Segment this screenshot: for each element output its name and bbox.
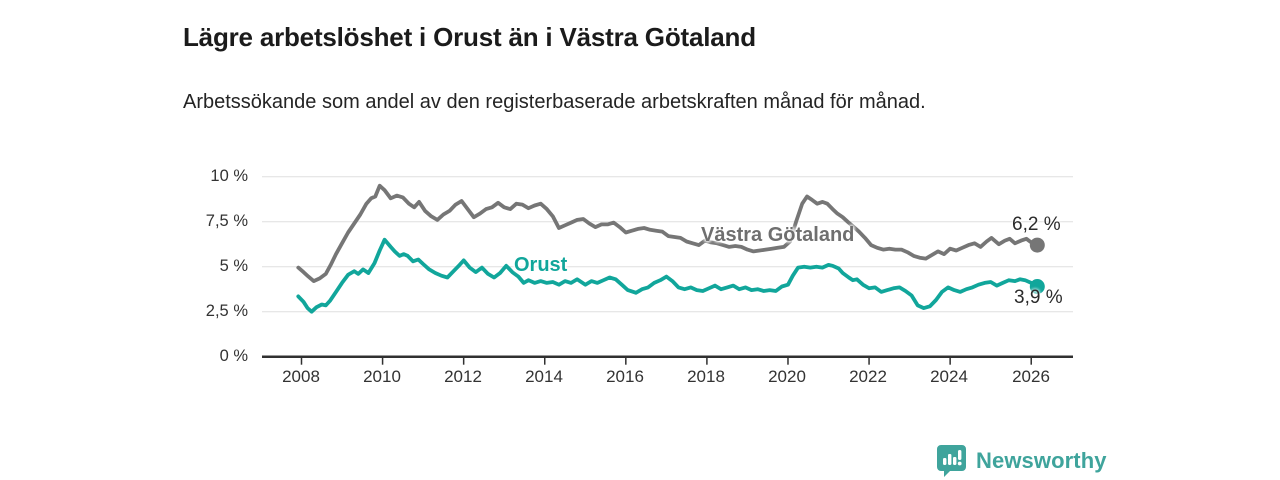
chart-subtitle: Arbetssökande som andel av den registerb… xyxy=(183,91,926,113)
x-axis-label: 2012 xyxy=(444,367,482,386)
newsworthy-logo[interactable]: Newsworthy xyxy=(936,444,1107,477)
x-axis-label: 2014 xyxy=(525,367,563,386)
series-end-dot-v-stra-g-taland xyxy=(1029,237,1045,253)
x-axis-label: 2010 xyxy=(363,367,401,386)
series-label-orust: Orust xyxy=(514,254,568,276)
y-axis-label: 0 % xyxy=(219,347,248,365)
y-axis-label: 2,5 % xyxy=(205,302,248,320)
x-axis-label: 2016 xyxy=(606,367,644,386)
y-axis-label: 5 % xyxy=(219,257,248,275)
end-value-vastra-gotaland: 6,2 % xyxy=(1012,214,1061,235)
series-line-orust xyxy=(296,237,1040,314)
series-label-vastra-gotaland: Västra Götaland xyxy=(701,224,855,246)
y-axis-label: 7,5 % xyxy=(205,212,248,230)
page-title: Lägre arbetslöshet i Orust än i Västra G… xyxy=(183,22,756,53)
series-line-v-stra-g-taland xyxy=(296,183,1040,283)
end-value-orust: 3,9 % xyxy=(1014,287,1063,308)
newsworthy-logo-text: Newsworthy xyxy=(976,447,1107,473)
x-axis-label: 2024 xyxy=(930,367,968,386)
series-end-dot-orust xyxy=(1029,279,1045,294)
x-axis-label: 2022 xyxy=(849,367,887,386)
x-axis-label: 2026 xyxy=(1012,367,1050,386)
newsworthy-bubble-icon xyxy=(937,445,966,477)
x-axis-label: 2018 xyxy=(687,367,725,386)
x-axis-label: 2008 xyxy=(282,367,320,386)
x-axis-label: 2020 xyxy=(768,367,806,386)
y-axis-label: 10 % xyxy=(210,167,248,185)
